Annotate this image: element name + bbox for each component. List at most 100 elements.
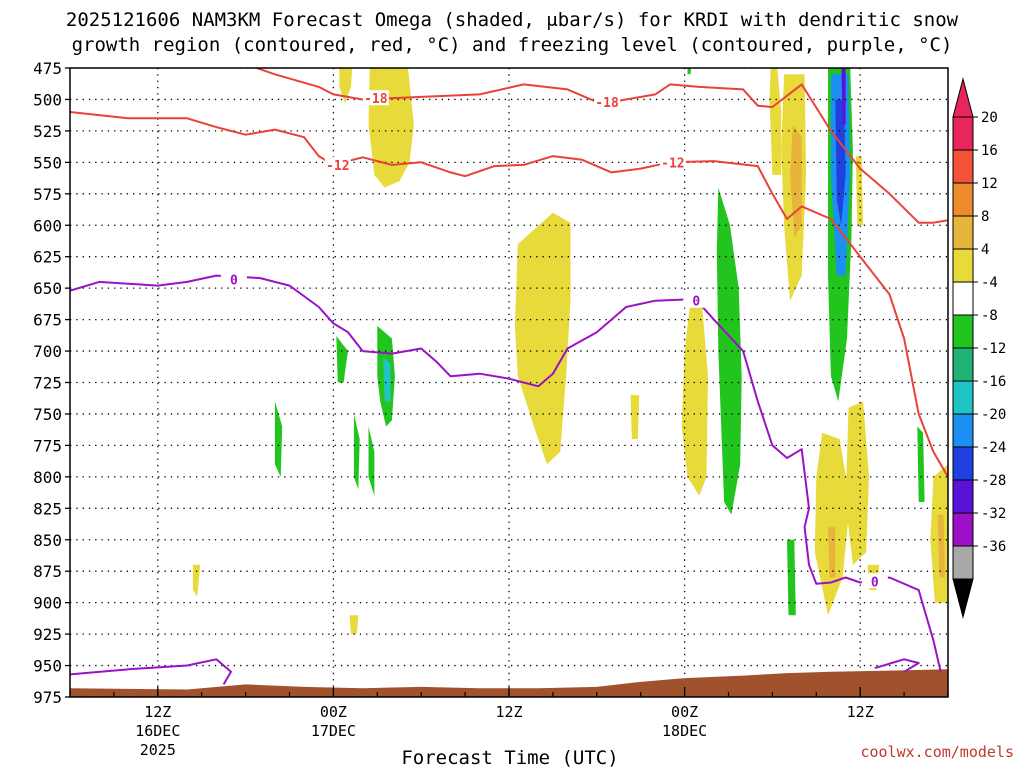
omega-region-21 (353, 414, 360, 490)
x-tick-date-0: 16DEC (135, 722, 180, 740)
omega-region-6 (769, 68, 782, 175)
label-freezing-b-bg (683, 292, 710, 308)
omega-region-5 (845, 401, 869, 565)
plot-area: -18 -18 -12 -12 0 0 0 475 500 525 550 575 600 625 650 6… (33, 59, 949, 759)
chart-title-line1: 2025121606 NAM3KM Forecast Omega (shaded… (66, 9, 959, 31)
y-tick-label-0: 475 (33, 59, 62, 78)
colorbar: 20 16 12 8 4 -4 -8 -12 -16 -20 -24 -28 -32 -36 (952, 77, 1006, 619)
contour-minus18-lower (70, 111, 334, 166)
omega-region-22 (274, 401, 283, 477)
colorbar-swatch-3 (952, 215, 974, 250)
omega-region-16 (937, 514, 946, 578)
y-tick-label-14: 825 (33, 499, 62, 518)
label-freezing-a: 0 (230, 273, 238, 288)
y-tick-label-19: 950 (33, 657, 62, 676)
credit-text: coolwx.com/models (860, 743, 1014, 761)
y-tick-label-6: 625 (33, 248, 62, 267)
x-tick-label-2: 12Z (495, 703, 522, 721)
omega-region-3 (681, 300, 708, 496)
colorbar-swatch-11 (952, 479, 974, 514)
y-tick-label-7: 650 (33, 279, 62, 298)
colorbar-swatch-13 (952, 545, 974, 580)
contour-freezing-level (70, 274, 942, 673)
omega-region-20 (336, 336, 348, 383)
colorbar-swatch-12 (952, 512, 974, 547)
omega-region-2 (514, 212, 571, 465)
label-minus18-a: -18 (364, 92, 388, 107)
y-tick-label-18: 925 (33, 625, 62, 644)
label-freezing-a-bg (220, 271, 247, 287)
label-freezing-c: 0 (871, 575, 879, 590)
omega-region-4 (814, 432, 850, 616)
colorbar-top-arrow (952, 77, 974, 118)
x-tick-label-0: 12Z (144, 703, 171, 721)
label-minus18-a-bg (362, 90, 389, 106)
contour-freezing-low-right (874, 658, 920, 673)
colorbar-label-11: -28 (981, 473, 1006, 489)
y-tick-label-11: 750 (33, 405, 62, 424)
colorbar-swatch-7 (952, 347, 974, 382)
omega-region-28 (383, 357, 391, 402)
plot-frame (69, 67, 949, 698)
colorbar-label-9: -20 (981, 407, 1006, 423)
y-tick-label-5: 600 (33, 216, 62, 235)
colorbar-label-12: -32 (981, 506, 1006, 522)
y-tick-label-9: 700 (33, 342, 62, 361)
colorbar-swatch-0 (952, 116, 974, 151)
colorbar-label-7: -12 (981, 341, 1006, 357)
colorbar-label-6: -8 (981, 308, 998, 324)
colorbar-label-10: -24 (981, 440, 1006, 456)
colorbar-swatch-4 (952, 248, 974, 283)
colorbar-label-1: 16 (981, 143, 998, 159)
label-minus18-b-bg (594, 93, 621, 109)
omega-region-18 (716, 187, 742, 515)
colorbar-swatch-2 (952, 182, 974, 217)
label-minus12-b-bg (659, 154, 686, 170)
chart-title-line2: growth region (contoured, red, °C) and f… (72, 34, 953, 56)
x-tick-year-0: 2025 (140, 741, 176, 759)
omega-region-10 (533, 338, 540, 377)
colorbar-swatch-5 (952, 281, 974, 316)
label-minus12-a-bg (324, 156, 351, 172)
x-tick-label-3: 00Z (671, 703, 698, 721)
colorbar-swatch-8 (952, 380, 974, 415)
contour-freezing-low-left (70, 658, 232, 685)
colorbar-label-3: 8 (981, 209, 989, 225)
omega-region-26 (687, 68, 692, 75)
colorbar-swatch-6 (952, 314, 974, 349)
colorbar-label-8: -16 (981, 374, 1006, 390)
y-tick-label-8: 675 (33, 311, 62, 330)
y-tick-label-3: 550 (33, 153, 62, 172)
y-tick-label-16: 875 (33, 562, 62, 581)
y-tick-label-15: 850 (33, 531, 62, 550)
colorbar-label-4: 4 (981, 242, 989, 258)
colorbar-swatch-10 (952, 446, 974, 481)
colorbar-swatch-9 (952, 413, 974, 448)
omega-region-13 (192, 564, 201, 597)
y-tick-label-1: 500 (33, 90, 62, 109)
y-tick-label-12: 775 (33, 436, 62, 455)
ground-terrain (70, 669, 948, 697)
contour-minus18-upper (253, 68, 948, 224)
y-tick-label-20: 975 (33, 688, 62, 707)
y-tick-label-13: 800 (33, 468, 62, 487)
y-tick-label-10: 725 (33, 374, 62, 393)
omega-region-31 (841, 68, 846, 125)
colorbar-swatch-1 (952, 149, 974, 184)
omega-region-19 (368, 426, 375, 496)
label-freezing-c-bg (861, 573, 888, 589)
omega-region-14 (349, 615, 359, 635)
label-minus12-b: -12 (661, 156, 684, 171)
omega-region-1 (368, 68, 414, 188)
y-tick-label-4: 575 (33, 185, 62, 204)
x-tick-date-1: 17DEC (311, 722, 356, 740)
x-tick-date-3: 18DEC (662, 722, 707, 740)
y-tick-label-2: 525 (33, 122, 62, 141)
omega-region-23 (787, 539, 796, 616)
omega-region-11 (630, 395, 640, 440)
x-tick-label-4: 12Z (847, 703, 874, 721)
plot-inner: -18 -18 -12 -12 0 0 0 (70, 68, 948, 697)
colorbar-label-13: -36 (981, 539, 1006, 555)
